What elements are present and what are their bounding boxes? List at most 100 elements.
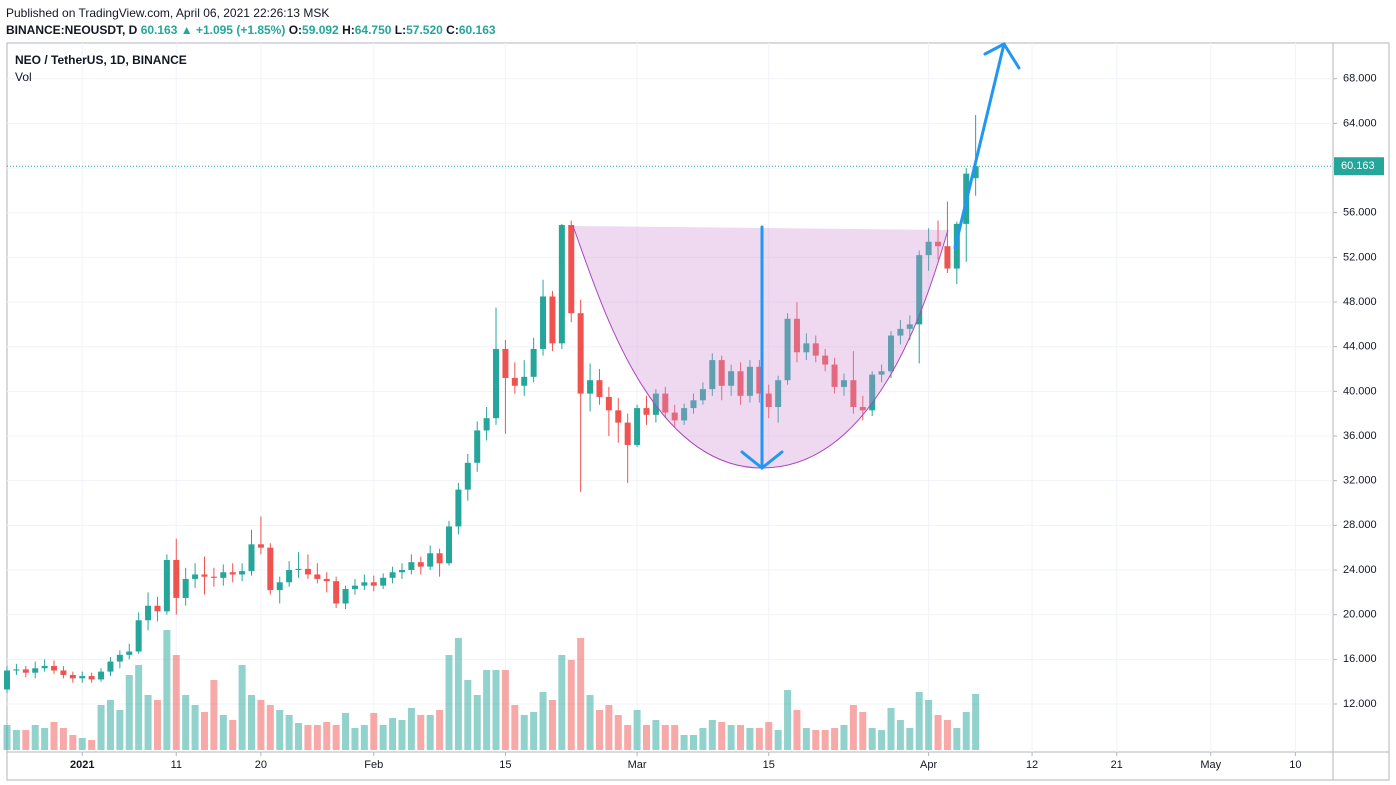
volume-bar [332, 725, 340, 750]
volume-bar [88, 740, 96, 750]
volume-bar [699, 728, 707, 750]
volume-bar [943, 720, 951, 750]
volume-bar [642, 725, 650, 750]
candle-body [718, 360, 725, 386]
volume-bar [802, 728, 810, 750]
x-tick-label: 10 [1289, 759, 1301, 771]
candle-body [88, 676, 95, 680]
candle-body [972, 166, 979, 179]
y-tick-label: 40.000 [1343, 385, 1377, 397]
volume-bar [59, 728, 67, 750]
candle-body [276, 582, 283, 591]
y-tick-label: 56.000 [1343, 207, 1377, 219]
candle-body [935, 241, 942, 247]
volume-bar [793, 710, 801, 750]
volume-bar [116, 710, 124, 750]
candle-body [60, 670, 67, 675]
candle-body [361, 582, 368, 586]
x-tick-label: 15 [499, 759, 511, 771]
candle-body [173, 559, 180, 598]
candle-body [634, 408, 641, 445]
volume-bar [511, 705, 519, 750]
candle-body [220, 572, 227, 578]
x-tick-label: May [1200, 759, 1221, 771]
volume-bar [501, 670, 509, 750]
volume-bar [78, 738, 86, 750]
volume-bar [163, 630, 171, 750]
volume-bar [276, 710, 284, 750]
volume-bar [257, 700, 265, 750]
candle-body [4, 670, 10, 690]
candle-body [596, 380, 603, 397]
candle-body [812, 343, 819, 356]
volume-bar [595, 710, 603, 750]
volume-bar [755, 728, 763, 750]
volume-bar [680, 735, 688, 750]
candle-body [511, 377, 518, 386]
candle-body [474, 430, 481, 463]
candle-body [333, 581, 340, 604]
y-tick-label: 64.000 [1343, 117, 1377, 129]
candle-body [831, 364, 838, 387]
volume-bar [737, 725, 745, 750]
last: 60.163 [140, 23, 178, 37]
candle-body [154, 605, 161, 612]
volume-bar [624, 725, 632, 750]
volume-bar [633, 710, 641, 750]
volume-bar [106, 700, 114, 750]
volume-bar [671, 725, 679, 750]
x-tick-label: 15 [763, 759, 775, 771]
volume-bar [31, 725, 39, 750]
volume-bar [389, 718, 397, 750]
candle-body [624, 422, 631, 445]
candle-body [229, 572, 236, 575]
volume-bar [342, 713, 350, 750]
volume-bar [426, 715, 434, 750]
volume-bar [840, 725, 848, 750]
o-label: O: [288, 23, 303, 37]
candle-body [51, 666, 58, 671]
h-label: H: [342, 23, 355, 37]
breakout-arrow [953, 42, 1006, 250]
candle-body [417, 562, 424, 567]
volume-bar [407, 708, 415, 750]
candle-body [116, 654, 123, 662]
volume-bar [445, 655, 453, 750]
volume-bar [464, 680, 472, 750]
volume-bar [182, 695, 190, 750]
volume-bar [191, 705, 199, 750]
volume-bar [708, 720, 716, 750]
candle-body [257, 544, 264, 548]
candle-body [530, 348, 537, 377]
candle-body [210, 576, 217, 578]
volume-bar [605, 705, 613, 750]
volume-bar [878, 730, 886, 750]
volume-bar [473, 695, 481, 750]
volume-bar [417, 715, 425, 750]
y-tick-label: 44.000 [1343, 341, 1377, 353]
candle-body [408, 562, 415, 571]
volume-bar [219, 715, 227, 750]
volume-bar [304, 725, 312, 750]
volume-bar [125, 675, 133, 750]
x-tick-label: 20 [255, 759, 267, 771]
candle-body [746, 366, 753, 396]
candle-body [427, 553, 434, 567]
candle-body [521, 376, 528, 386]
candle-body [878, 371, 885, 375]
volume-bar [558, 655, 566, 750]
volume-bar [821, 730, 829, 750]
candle-body [135, 620, 142, 652]
target-arrow-head [740, 450, 784, 470]
volume-bar [229, 720, 237, 750]
volume-bar [614, 715, 622, 750]
x-tick-label: Feb [364, 759, 383, 771]
candle-body [295, 568, 302, 571]
volume-bar [135, 665, 143, 750]
y-tick-label: 48.000 [1343, 296, 1377, 308]
candle-body [436, 553, 443, 564]
volume-bar [41, 728, 49, 750]
candle-body [850, 380, 857, 407]
candle-body [737, 371, 744, 396]
